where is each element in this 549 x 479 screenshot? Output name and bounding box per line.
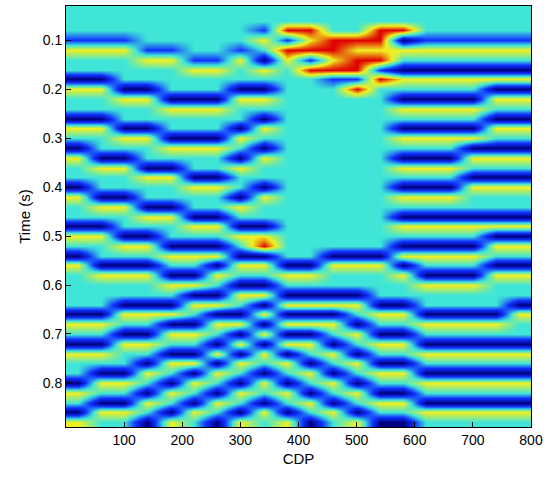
svg-text:800: 800 xyxy=(519,432,543,448)
svg-text:200: 200 xyxy=(171,432,195,448)
svg-text:CDP: CDP xyxy=(283,450,315,467)
svg-text:0.6: 0.6 xyxy=(43,277,63,293)
svg-text:400: 400 xyxy=(287,432,311,448)
svg-text:0.7: 0.7 xyxy=(43,326,63,342)
svg-text:0.2: 0.2 xyxy=(43,81,63,97)
svg-text:300: 300 xyxy=(229,432,253,448)
svg-text:100: 100 xyxy=(112,432,136,448)
svg-text:0.1: 0.1 xyxy=(43,32,63,48)
svg-text:700: 700 xyxy=(461,432,485,448)
svg-text:0.5: 0.5 xyxy=(43,228,63,244)
svg-text:0.4: 0.4 xyxy=(43,179,63,195)
svg-text:500: 500 xyxy=(345,432,369,448)
svg-text:0.8: 0.8 xyxy=(43,375,63,391)
svg-text:600: 600 xyxy=(403,432,427,448)
svg-text:Time (s): Time (s) xyxy=(16,189,33,243)
svg-text:0.3: 0.3 xyxy=(43,130,63,146)
